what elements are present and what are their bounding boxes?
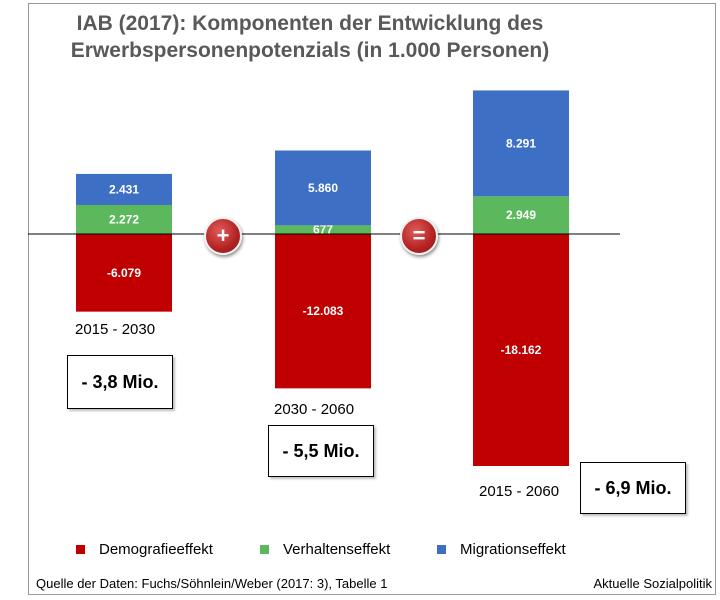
data-label-migration-2: 5.860: [308, 181, 338, 195]
total-box-1: - 3,8 Mio.: [67, 355, 173, 409]
legend-swatch-verhalten: [260, 545, 269, 554]
bar-verhalten-2: [275, 225, 371, 234]
bar-migration-3: [473, 90, 569, 197]
category-label-2: 2030 - 2060: [274, 401, 355, 418]
total-box-3: - 6,9 Mio.: [580, 462, 686, 514]
chart-title-line-1: IAB (2017): Komponenten der Entwicklung …: [76, 12, 544, 35]
bar-demografie-3: [473, 234, 569, 466]
data-label-migration-3: 8.291: [506, 136, 536, 150]
source-note: Quelle der Daten: Fuchs/Söhnlein/Weber (…: [36, 576, 388, 591]
legend-swatch-migration: [437, 545, 446, 554]
category-label-3: 2015 - 2060: [479, 483, 560, 500]
data-label-demografie-2: -12.083: [303, 304, 344, 318]
brand-label: Aktuelle Sozialpolitik: [593, 576, 712, 591]
equals-operator: =: [400, 217, 438, 255]
category-label-1: 2015 - 2030: [75, 321, 156, 338]
legend-item-verhalten: Verhaltenseffekt: [260, 541, 390, 558]
legend-label-migration: Migrationseffekt: [460, 541, 566, 558]
legend-item-migration: Migrationseffekt: [437, 541, 566, 558]
data-label-verhalten-3: 2.949: [506, 208, 536, 222]
legend-swatch-demografie: [76, 545, 85, 554]
legend-item-demografie: Demografieeffekt: [76, 541, 213, 558]
chart-title: IAB (2017): Komponenten der Entwicklung …: [0, 10, 620, 64]
data-label-verhalten-2: 677: [313, 223, 333, 237]
total-box-2: - 5,5 Mio.: [268, 425, 374, 477]
bar-verhalten-3: [473, 196, 569, 234]
data-label-verhalten-1: 2.272: [109, 212, 139, 226]
plus-operator: +: [204, 217, 242, 255]
bar-demografie-2: [275, 234, 371, 389]
legend-label-demografie: Demografieeffekt: [99, 541, 213, 558]
chart-title-line-2: Erwerbspersonenpotenzials (in 1.000 Pers…: [70, 39, 550, 62]
data-label-migration-1: 2.431: [109, 182, 139, 196]
bar-migration-1: [76, 173, 172, 205]
bar-verhalten-1: [76, 204, 172, 234]
bar-migration-2: [275, 150, 371, 226]
data-label-demografie-3: -18.162: [501, 343, 542, 357]
legend-label-verhalten: Verhaltenseffekt: [283, 541, 391, 558]
bar-demografie-1: [76, 234, 172, 312]
data-label-demografie-1: -6.079: [107, 266, 141, 280]
